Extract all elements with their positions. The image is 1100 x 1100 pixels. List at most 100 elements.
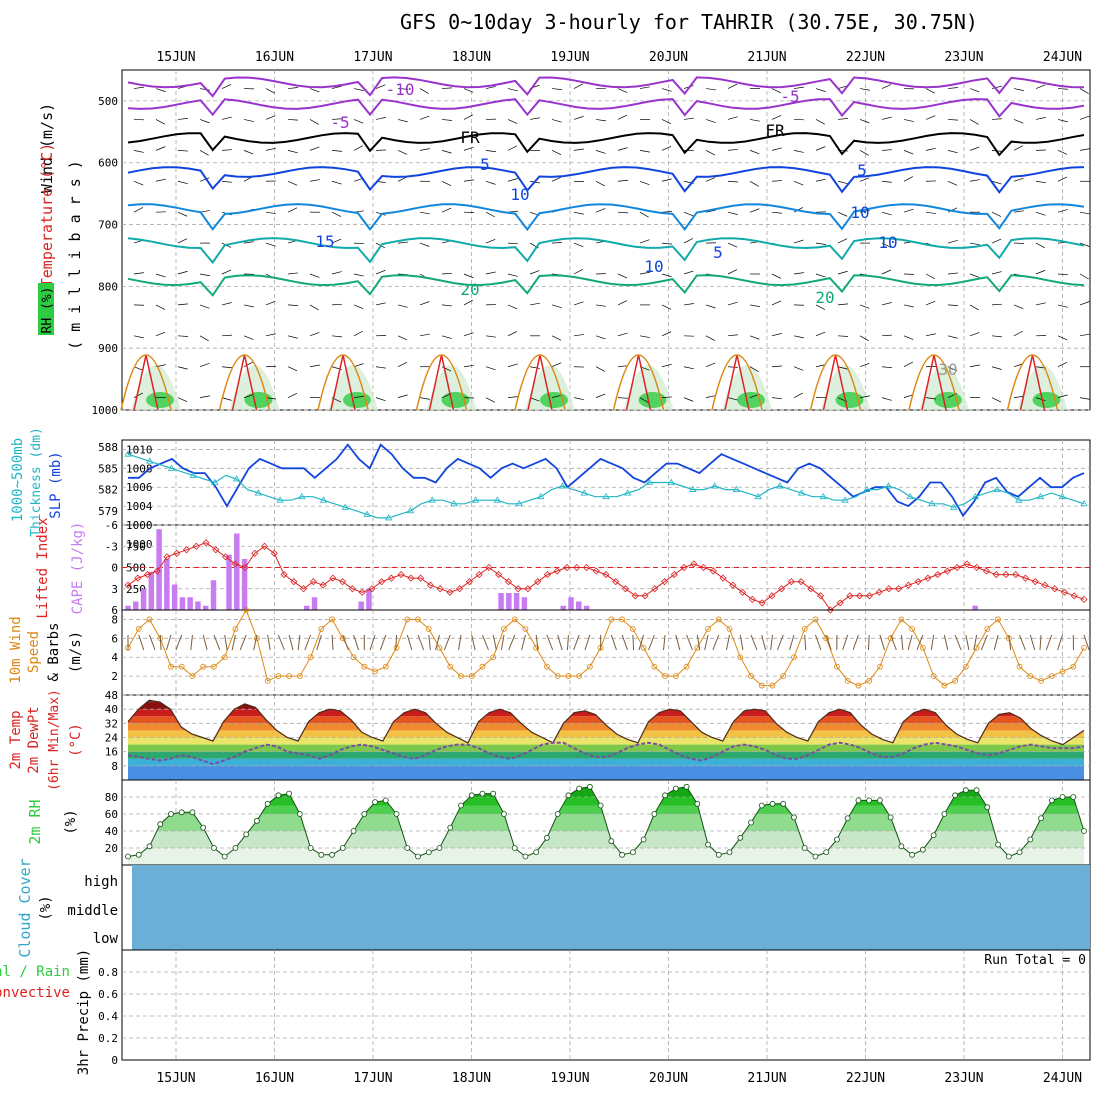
rh-point [501,811,507,817]
lifted-index-point [1031,578,1039,586]
lifted-index-point [300,585,308,593]
wind-speed-point [168,663,174,670]
wind-barb [551,394,562,398]
wind-speed-point [425,625,432,632]
cape-bar [133,601,139,610]
wind-barb [243,304,254,308]
wind-barb [749,335,760,340]
wind-barb [595,393,606,398]
wind-speed-point [415,616,421,623]
tick-label: 32 [105,717,118,730]
lifted-index-point [553,567,561,575]
rh-point [973,787,980,794]
wind-barb [815,146,826,151]
rh-point [930,832,937,839]
cape-bar [202,605,209,610]
wind-barb [243,335,254,340]
cape-bar [583,605,590,610]
wind-speed-point [662,673,668,680]
wind-speed-point [962,663,969,670]
lifted-index-point [895,585,903,593]
rh-point [576,785,583,792]
axis-label: 1000~500mb [10,438,26,522]
tick-label: 600 [98,157,118,170]
rh-point [877,797,883,804]
isotherm-label: FR [460,128,480,147]
wind-barb [705,209,716,213]
wind-barb [265,242,276,247]
wind-speed-point [866,677,873,684]
wind-barb [617,114,628,120]
lifted-index-point [329,574,337,582]
wind-barb [837,85,848,89]
wind-barb [661,88,672,92]
cape-bar [560,605,566,610]
thickness-point [189,471,197,478]
wind-barb [639,150,650,153]
rh-point [962,787,969,794]
wind-barb-10m [1029,634,1036,651]
wind-barb [507,304,518,310]
lifted-index-point [982,567,991,575]
wind-speed-point [490,654,497,661]
wind-barb [419,211,430,215]
wind-barb [683,117,694,120]
axis-label: 3hr Precip (mm) [76,949,92,1075]
wind-speed-point [683,663,690,670]
rh-point [468,792,475,799]
wind-barb-10m [566,634,569,651]
lifted-index-point [670,571,678,579]
wind-barb [353,395,364,398]
wind-barb [837,366,848,370]
thickness-point [406,507,415,514]
wind-barb [683,211,694,217]
wind-speed-point [1059,668,1066,675]
wind-barb-10m [907,634,913,651]
wind-barb-10m [288,634,294,651]
rh-point [382,797,389,804]
thickness-point [124,450,132,457]
wind-barb [969,304,979,311]
wind-barb [727,148,738,151]
wind-speed-point [318,625,325,632]
thickness-point [580,489,588,496]
wind-barb-10m [304,634,312,651]
wind-barb [617,179,628,182]
lifted-index-point [387,574,395,582]
lifted-index-point [251,549,259,557]
lifted-index-point [270,549,278,557]
temp-contour-25 [120,354,172,411]
wind-barb [925,211,936,214]
wind-barb-10m [406,634,413,651]
wind-barb [507,145,518,151]
wind-barb [287,272,298,275]
thickness-point [146,457,154,464]
wind-barb [837,211,848,217]
wind-barb [881,180,892,183]
lifted-index-point [290,578,298,586]
wind-barb [463,332,474,337]
wind-speed-point [146,616,153,623]
isotherm-label: 30 [938,360,957,379]
wind-barb [859,335,869,342]
wind-barb [133,272,144,275]
wind-barb [859,395,870,398]
date-label-top: 17JUN [353,50,392,65]
thickness-point [385,514,393,521]
rh-point [952,792,959,799]
lifted-index-point [261,542,269,550]
lifted-index-point [426,581,434,589]
wind-barb [727,116,738,120]
lifted-index-point [826,606,834,614]
wind-barb [991,118,1003,120]
wind-barb [309,364,320,368]
wind-barb-10m [993,634,999,651]
cape-bar [366,588,372,610]
wind-barb [243,150,254,155]
lifted-index-point [992,571,1000,579]
rh-point [565,792,572,799]
lifted-index-point [963,560,971,568]
wind-barb [199,177,210,182]
wind-barb [815,242,826,245]
wind-barb [507,119,518,124]
